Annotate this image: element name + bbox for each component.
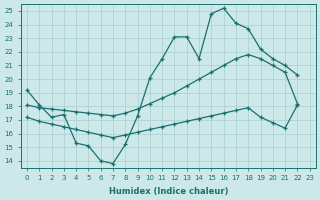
X-axis label: Humidex (Indice chaleur): Humidex (Indice chaleur) xyxy=(108,187,228,196)
